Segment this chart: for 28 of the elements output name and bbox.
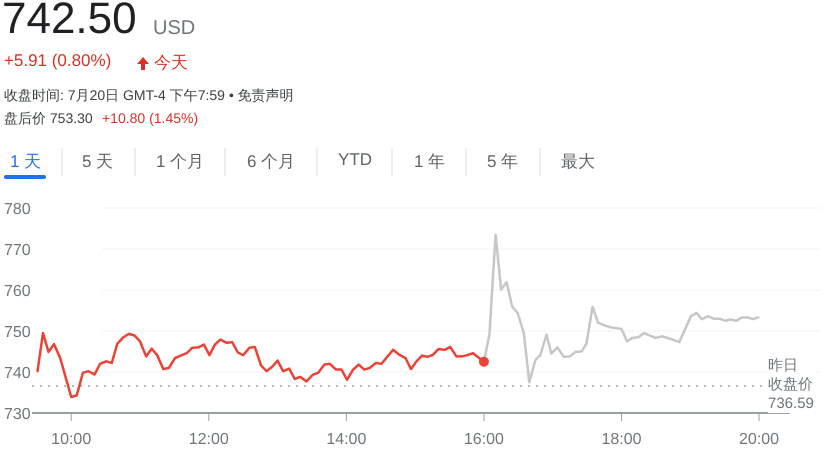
text: 收盘时间: 7月20日 GMT-4 下午7:59 • 免责声明 xyxy=(4,87,294,105)
text: 最大 xyxy=(561,151,595,173)
y-tick-label: 780 xyxy=(4,201,31,218)
chart-title: 742.50 xyxy=(2,0,137,44)
x-tick-label: 14:00 xyxy=(326,431,366,448)
y-tick-label: 730 xyxy=(4,406,31,423)
text: USD xyxy=(153,17,196,40)
text: 今天 xyxy=(154,52,188,74)
y-tick-label: 760 xyxy=(4,283,31,300)
text: 6 个月 xyxy=(247,151,296,173)
x-tick-label: 10:00 xyxy=(51,431,92,448)
x-tick-label: 18:00 xyxy=(601,431,642,448)
text: 1 个月 xyxy=(156,151,204,173)
text: YTD xyxy=(338,150,372,170)
text: 盘后价 753.30 xyxy=(4,110,93,128)
text: 5 天 xyxy=(82,151,114,173)
y-tick-label: 770 xyxy=(4,242,31,259)
y-tick-label: 750 xyxy=(4,324,31,341)
text: +5.91 (0.80%) xyxy=(4,51,112,71)
x-tick-label: 16:00 xyxy=(464,431,504,448)
ref-line-label: 昨日收盘价 736.59 xyxy=(768,356,814,412)
x-tick-label: 20:00 xyxy=(739,431,780,448)
text: 1 年 xyxy=(414,151,446,173)
x-tick-label: 12:00 xyxy=(188,431,229,448)
y-tick-label: 740 xyxy=(4,365,31,382)
text: 1 天 xyxy=(10,151,42,173)
text: 5 年 xyxy=(487,151,518,173)
text: +10.80 (1.45%) xyxy=(102,110,198,126)
